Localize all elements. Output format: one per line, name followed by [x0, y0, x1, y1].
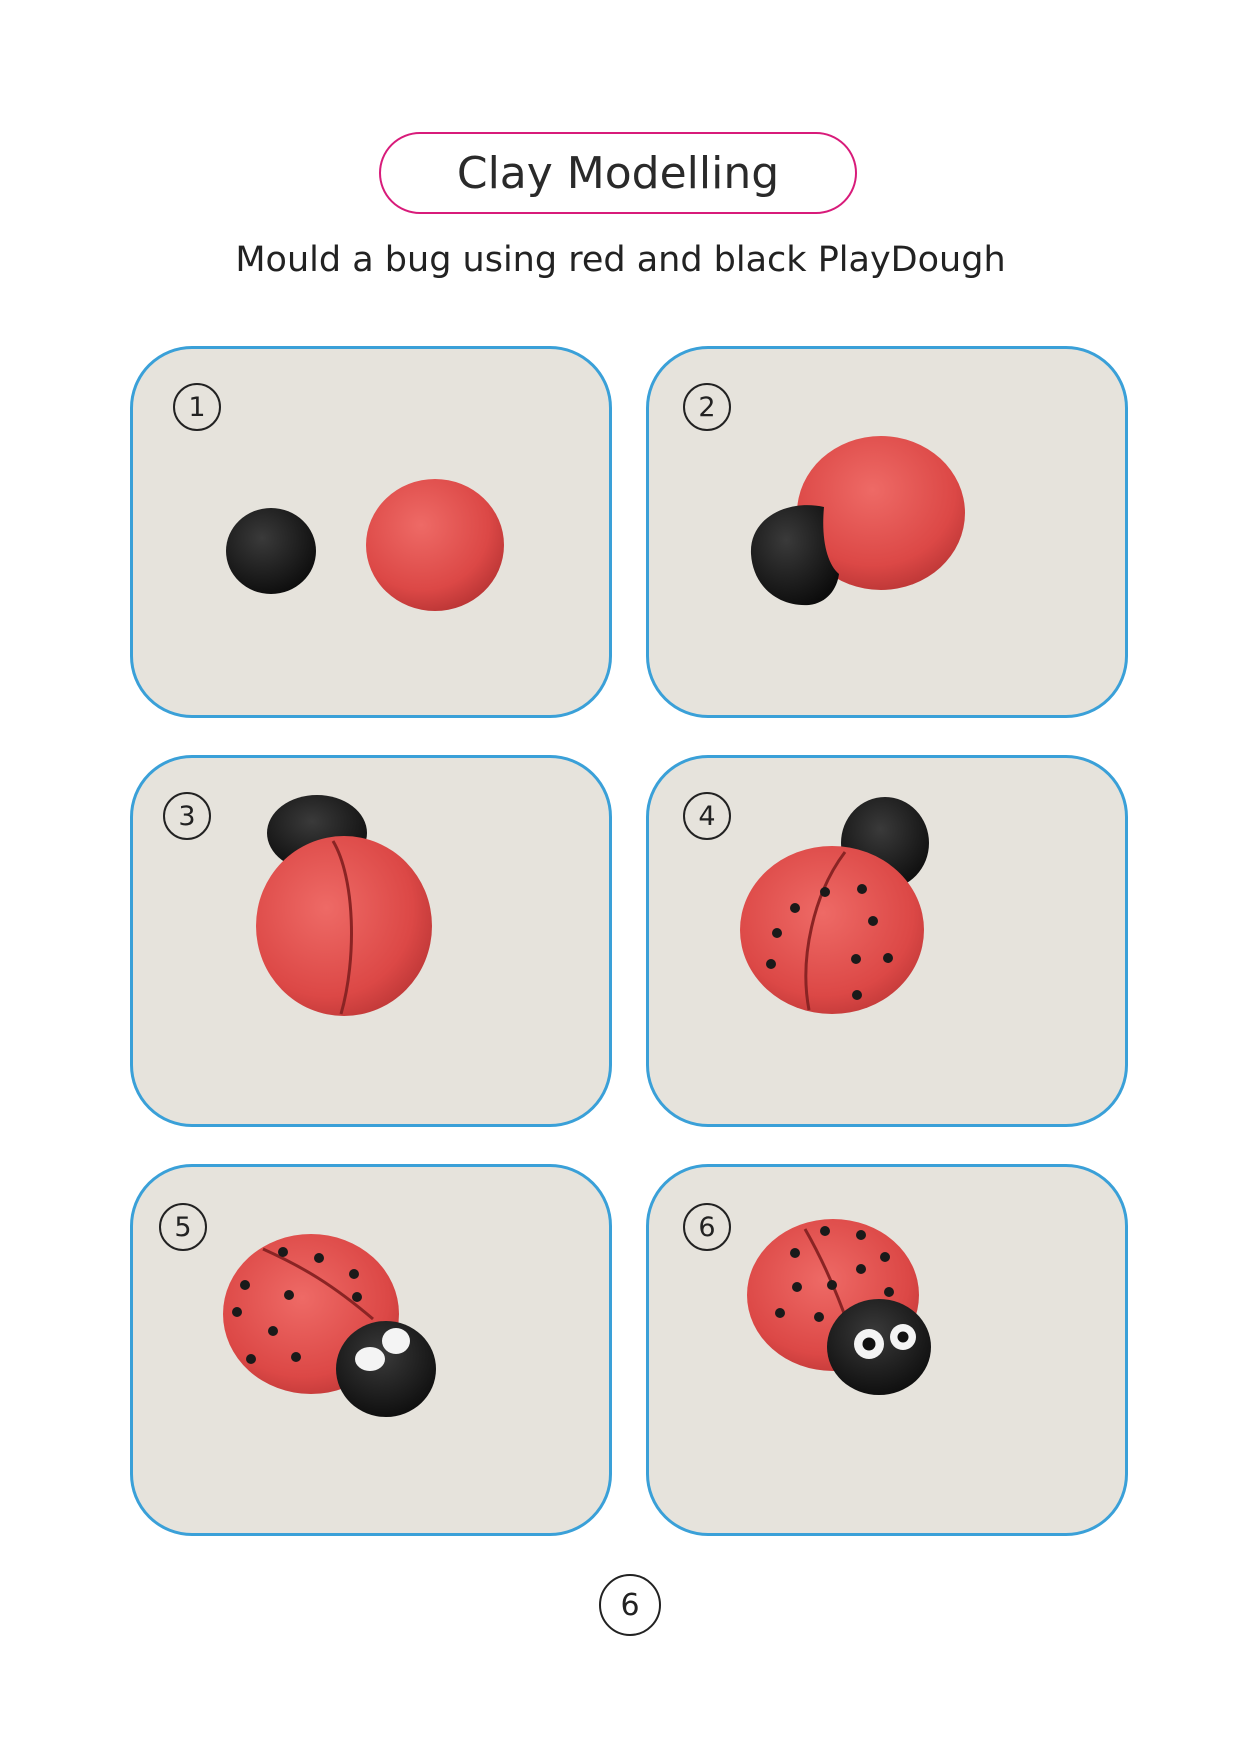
step-number-badge: 6: [683, 1203, 731, 1251]
step-card-2: 2: [646, 346, 1128, 718]
step-number-badge: 4: [683, 792, 731, 840]
step-number-badge: 2: [683, 383, 731, 431]
ladybug-with-eyes-image: [223, 1234, 436, 1417]
clay-balls-image: [226, 479, 504, 611]
body-with-head-image: [750, 436, 965, 606]
page-title: Clay Modelling: [379, 132, 857, 214]
step-card-6: 6: [646, 1164, 1128, 1536]
step-number-badge: 5: [159, 1203, 207, 1251]
finished-ladybug-image: [747, 1219, 931, 1395]
step-number-badge: 1: [173, 383, 221, 431]
step-card-3: 3: [130, 755, 612, 1127]
instruction-subtitle: Mould a bug using red and black PlayDoug…: [235, 240, 1006, 280]
wing-split-image: [256, 795, 432, 1016]
step-card-1: 1: [130, 346, 612, 718]
step-card-4: 4: [646, 755, 1128, 1127]
step-card-5: 5: [130, 1164, 612, 1536]
step-number-badge: 3: [163, 792, 211, 840]
page-number: 6: [599, 1574, 661, 1636]
spotted-wings-image: [740, 797, 929, 1014]
